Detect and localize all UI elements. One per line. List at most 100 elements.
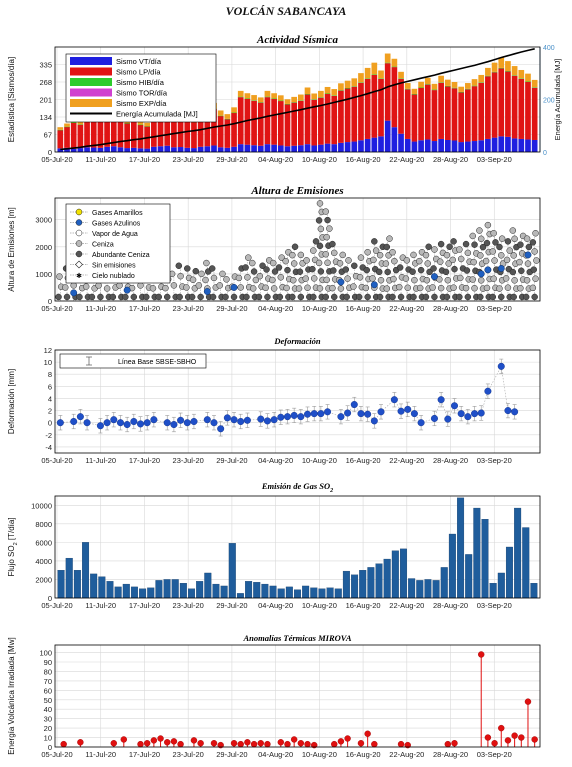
emission-point: [345, 257, 352, 264]
chart-title: Deformación: [273, 336, 321, 346]
emission-point: [422, 293, 430, 301]
bar-hib: [451, 87, 458, 89]
bar-hib: [384, 62, 391, 64]
deformation-chart: 05-Jul-20 11-Jul-20 17-Jul-20 23-Jul-20 29-J…: [7, 336, 541, 465]
mirova-point: [264, 740, 271, 748]
y-tick-label: 90: [44, 658, 52, 667]
emission-point: [482, 257, 490, 265]
emission-point: [424, 260, 432, 267]
x-tick-label: 29-Jul-20: [216, 601, 247, 610]
bar-lp: [137, 124, 144, 149]
x-tick-label: 04-Aug-20: [258, 456, 293, 465]
x-tick-label: 03-Sep-20: [477, 601, 512, 610]
so2-bar: [261, 583, 269, 599]
mirova-point: [277, 739, 284, 746]
legend-label: Sismo HIB/día: [116, 78, 165, 87]
bar-exp: [338, 83, 344, 91]
emission-point: [416, 284, 424, 292]
deformation-point: [397, 407, 405, 415]
emission-point: [477, 293, 484, 301]
emission-point: [323, 233, 330, 241]
emission-point: [523, 235, 531, 242]
bar-exp: [257, 97, 264, 103]
so2-bar: [530, 583, 538, 599]
emission-point: [55, 293, 62, 301]
y-axis-label: Energía Volcánica Irradiada [Mw]: [7, 637, 16, 754]
deformation-point: [430, 414, 438, 422]
bar-hib: [124, 123, 130, 124]
emission-point: [244, 274, 251, 281]
bar-hib: [518, 78, 525, 79]
bar-vt: [244, 144, 251, 152]
bar-lp: [224, 119, 231, 148]
so2-bar: [82, 542, 90, 599]
bar-exp: [398, 71, 404, 79]
x-tick-label: 29-Jul-20: [216, 155, 247, 164]
so2-bar: [212, 583, 220, 599]
emission-point: [364, 248, 371, 256]
legend-swatch: [70, 67, 112, 76]
emission-point: [457, 274, 464, 282]
emission-point: [464, 293, 472, 301]
emission-point: [369, 275, 376, 282]
bar-exp: [531, 79, 538, 88]
emission-point: [404, 284, 411, 292]
emission-point: [271, 268, 279, 275]
bar-hib: [505, 71, 511, 72]
so2-bar: [440, 567, 448, 599]
bar-lp: [291, 102, 297, 146]
bar-hib: [411, 94, 418, 95]
so2-bar: [294, 589, 301, 599]
y-tick-label: 6: [48, 382, 52, 391]
emission-point: [130, 293, 138, 301]
x-tick-label: 17-Jul-20: [129, 601, 160, 610]
bar-vt: [231, 146, 237, 152]
deformation-point: [283, 413, 291, 421]
y2-axis-label: Energía Acumulada [MJ]: [553, 59, 562, 141]
emission-point: [383, 285, 391, 292]
so2-bar: [245, 581, 253, 599]
emission-point: [317, 268, 325, 275]
emission-point: [322, 250, 330, 258]
so2-bar: [114, 586, 122, 599]
bar-lp: [84, 118, 90, 148]
bar-vt: [184, 147, 191, 152]
bar-vt: [104, 146, 110, 152]
emission-point: [155, 293, 162, 301]
x-tick-label: 28-Aug-20: [433, 601, 468, 610]
deformation-point: [96, 422, 104, 430]
bar-exp: [525, 73, 531, 82]
deformation-point: [257, 415, 265, 423]
emission-point: [202, 276, 209, 284]
bar-vt: [110, 146, 117, 152]
bar-exp: [231, 107, 237, 113]
bar-exp: [284, 99, 291, 104]
bar-vt: [438, 138, 444, 152]
bar-lp: [465, 89, 471, 142]
emission-point: [456, 246, 463, 253]
emission-point-blue: [431, 273, 438, 281]
bar-exp: [511, 66, 518, 76]
deformation-point: [163, 419, 171, 427]
x-tick-label: 17-Jul-20: [129, 155, 160, 164]
deformation-point: [230, 416, 238, 424]
bar-vt: [70, 148, 77, 152]
bar-hib: [444, 85, 451, 87]
x-tick-label: 16-Aug-20: [346, 155, 381, 164]
legend-label: Sin emisiones: [92, 263, 136, 270]
emission-point: [303, 257, 310, 264]
bar-lp: [384, 63, 391, 121]
emission-point: [489, 248, 497, 255]
emission-point: [384, 268, 391, 276]
emission-point: [209, 293, 217, 301]
emission-point: [445, 260, 452, 267]
bar-hib: [471, 85, 478, 87]
y-tick-label: 201: [39, 96, 52, 105]
deformation-point: [324, 408, 332, 416]
bar-hib: [217, 115, 224, 117]
x-tick-label: 04-Aug-20: [258, 155, 293, 164]
deformation-point: [364, 410, 372, 418]
y-tick-label: 0: [48, 743, 52, 752]
mirova-point: [150, 737, 158, 744]
